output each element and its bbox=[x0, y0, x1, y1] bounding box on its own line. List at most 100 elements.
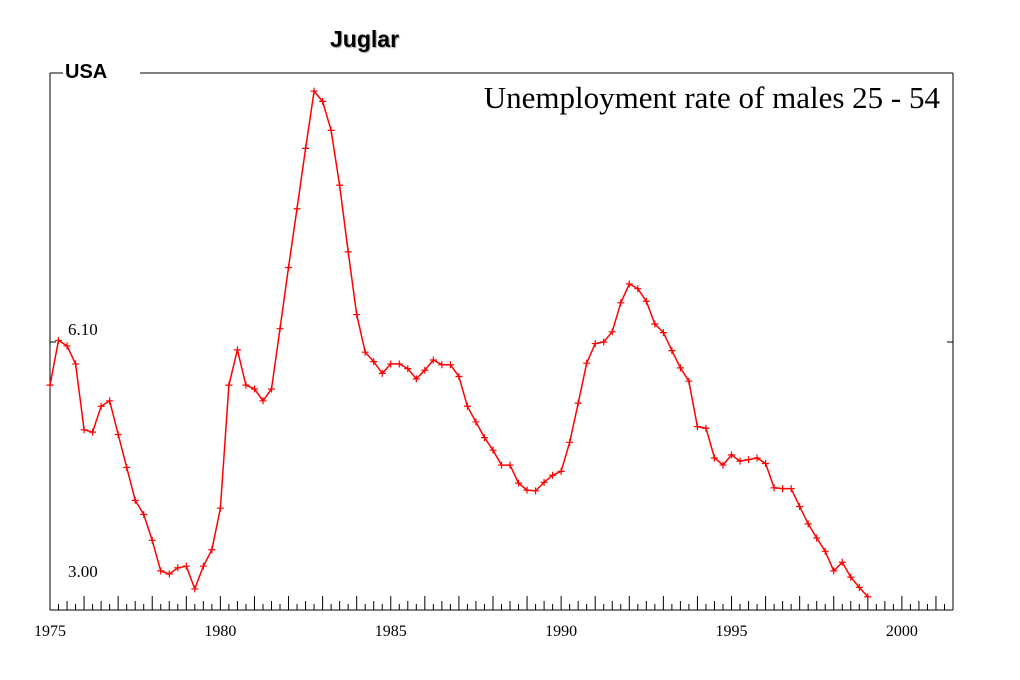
data-point bbox=[378, 369, 386, 377]
y-tick-label-upper: 6.10 bbox=[68, 320, 98, 339]
data-point bbox=[634, 285, 642, 293]
data-point bbox=[736, 457, 744, 465]
data-point bbox=[148, 536, 156, 544]
data-point bbox=[267, 385, 275, 393]
data-point bbox=[46, 381, 54, 389]
data-point bbox=[438, 361, 446, 369]
data-point bbox=[659, 329, 667, 337]
data-point bbox=[106, 397, 114, 405]
data-point bbox=[762, 460, 770, 467]
data-point bbox=[55, 336, 63, 344]
data-point bbox=[642, 297, 650, 305]
series-line bbox=[49, 89, 869, 598]
data-point bbox=[123, 463, 131, 471]
data-point bbox=[395, 360, 403, 368]
x-tick-label: 1985 bbox=[375, 623, 407, 640]
data-point bbox=[412, 375, 420, 383]
data-point bbox=[370, 358, 378, 366]
data-point bbox=[617, 299, 625, 307]
data-point bbox=[821, 547, 829, 555]
data-point bbox=[753, 454, 761, 462]
series-markers bbox=[46, 87, 872, 601]
data-point bbox=[523, 486, 531, 494]
x-tick-label: 1990 bbox=[545, 623, 577, 640]
data-point bbox=[361, 348, 369, 356]
data-point bbox=[276, 325, 284, 333]
data-point bbox=[199, 562, 207, 570]
data-point bbox=[651, 320, 659, 328]
data-point bbox=[855, 583, 863, 591]
juglar-label: Juglar bbox=[330, 26, 400, 52]
data-point bbox=[72, 360, 80, 368]
data-point bbox=[608, 328, 616, 336]
chart-axes bbox=[49, 72, 954, 611]
data-point bbox=[182, 562, 190, 570]
data-point bbox=[336, 181, 344, 189]
data-point bbox=[685, 377, 693, 385]
data-point bbox=[719, 461, 727, 469]
data-point bbox=[693, 423, 701, 431]
data-point bbox=[702, 424, 710, 432]
data-point bbox=[344, 248, 352, 256]
data-point bbox=[779, 485, 787, 493]
data-point bbox=[847, 573, 855, 581]
data-point bbox=[140, 510, 148, 518]
data-point bbox=[302, 144, 310, 152]
data-point bbox=[157, 567, 165, 575]
data-point bbox=[506, 461, 514, 469]
data-point bbox=[787, 485, 795, 493]
x-axis-labels: 1975 1980 1985 1990 1995 2000 bbox=[34, 623, 918, 640]
y-tick-label-lower: 3.00 bbox=[68, 562, 98, 581]
data-point bbox=[625, 280, 633, 288]
country-label: USA bbox=[63, 61, 114, 83]
x-tick-label: 1980 bbox=[204, 623, 236, 640]
data-point bbox=[63, 342, 71, 350]
data-point bbox=[864, 593, 872, 601]
data-point bbox=[310, 87, 318, 95]
data-point bbox=[233, 346, 241, 354]
data-point bbox=[131, 496, 139, 504]
data-point bbox=[421, 366, 429, 374]
data-point bbox=[259, 397, 267, 405]
data-point bbox=[285, 264, 293, 272]
data-point bbox=[429, 356, 437, 364]
data-point bbox=[319, 97, 327, 105]
data-point bbox=[566, 438, 574, 446]
data-point bbox=[225, 381, 233, 389]
data-point bbox=[600, 338, 608, 346]
data-point bbox=[804, 520, 812, 528]
data-point bbox=[557, 467, 565, 475]
data-point bbox=[242, 381, 250, 389]
data-point bbox=[89, 428, 97, 436]
data-point bbox=[387, 360, 395, 368]
data-point bbox=[208, 546, 216, 554]
data-point bbox=[327, 126, 335, 134]
x-axis-ticks bbox=[49, 596, 954, 610]
data-point bbox=[591, 340, 599, 348]
data-point bbox=[97, 402, 105, 410]
data-point bbox=[745, 456, 753, 464]
data-point bbox=[353, 311, 361, 319]
data-point bbox=[728, 451, 736, 459]
chart-title: Unemployment rate of males 25 - 54 bbox=[483, 80, 940, 116]
data-point bbox=[216, 504, 224, 512]
data-point bbox=[489, 446, 497, 454]
data-point bbox=[676, 364, 684, 372]
data-point bbox=[191, 585, 199, 593]
data-point bbox=[830, 567, 838, 575]
x-tick-label: 2000 bbox=[886, 623, 918, 640]
data-point bbox=[770, 484, 778, 492]
data-point bbox=[480, 434, 488, 442]
data-point bbox=[80, 426, 88, 434]
data-point bbox=[710, 454, 718, 462]
x-tick-label: 1975 bbox=[34, 623, 66, 640]
data-point bbox=[446, 361, 454, 369]
x-tick-label: 1995 bbox=[716, 623, 748, 640]
data-point bbox=[455, 372, 463, 380]
data-point bbox=[515, 479, 523, 487]
data-point bbox=[574, 399, 582, 407]
data-point bbox=[540, 478, 548, 486]
data-point bbox=[813, 534, 821, 542]
data-point bbox=[796, 503, 804, 511]
